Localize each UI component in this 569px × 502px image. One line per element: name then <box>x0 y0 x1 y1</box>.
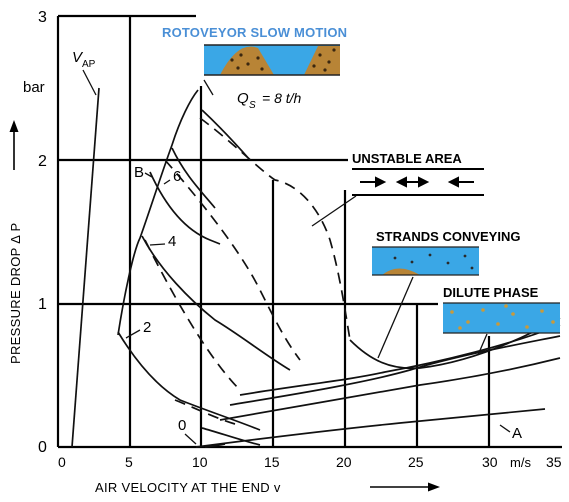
curve-6-high <box>239 324 561 396</box>
x-tick-0: 0 <box>58 454 66 470</box>
curve-b-segment <box>149 171 221 245</box>
rotoveyor-material-2 <box>304 46 340 75</box>
curve-0-label: 0 <box>178 417 186 434</box>
x-tick-5: 5 <box>125 454 133 470</box>
strands-title: STRANDS CONVEYING <box>376 229 520 244</box>
curve-2-low <box>117 331 261 431</box>
x-axis-arrow <box>370 482 440 492</box>
x-axis-title: AIR VELOCITY AT THE END v <box>95 480 281 495</box>
x-tick-25: 25 <box>408 454 424 470</box>
curve-6-label: 6 <box>173 168 181 185</box>
x-tick-20: 20 <box>336 454 352 470</box>
vap-label: V <box>72 49 84 66</box>
curve-4-high <box>229 335 561 406</box>
y-tick-3: 3 <box>38 9 47 26</box>
curve-a-label: A <box>512 425 522 442</box>
curve-0-branch <box>201 427 261 446</box>
curves <box>71 87 561 448</box>
qs-label: Q <box>237 90 249 107</box>
dashed-curves <box>144 117 351 425</box>
curve-0 <box>204 443 226 448</box>
unstable-callout: UNSTABLE AREA <box>311 151 484 227</box>
x-tick-15: 15 <box>264 454 280 470</box>
x-tick-labels: 0 5 10 15 20 25 30 35 <box>58 454 562 470</box>
qs-value: = 8 t/h <box>262 90 302 106</box>
x-tick-10: 10 <box>192 454 208 470</box>
dash-qs8 <box>199 117 351 341</box>
curve-vap <box>71 87 100 448</box>
y-axis-arrow <box>9 120 19 170</box>
curve-4-low <box>141 235 291 371</box>
dilute-title: DILUTE PHASE <box>443 285 539 300</box>
rotoveyor-callout: ROTOVEYOR SLOW MOTION <box>162 25 347 76</box>
curve-stability-limit <box>117 89 199 336</box>
rotoveyor-title: ROTOVEYOR SLOW MOTION <box>162 25 347 40</box>
x-tick-35: 35 <box>546 454 562 470</box>
curve-8-high <box>349 317 561 370</box>
curve-2-label: 2 <box>143 319 151 336</box>
x-tick-30: 30 <box>482 454 498 470</box>
curve-b-label: B <box>134 164 144 181</box>
curve-6-segment <box>171 147 216 209</box>
y-tick-labels: 0 1 2 3 <box>38 9 47 456</box>
strands-pipe <box>372 247 479 275</box>
dash-6 <box>164 159 301 361</box>
x-unit-label: m/s <box>510 455 531 470</box>
strands-callout: STRANDS CONVEYING <box>372 229 520 359</box>
dash-2 <box>174 399 236 425</box>
dilute-callout: DILUTE PHASE <box>443 285 560 356</box>
dilute-pipe <box>443 303 560 333</box>
curve-2-high <box>219 357 561 421</box>
unstable-title: UNSTABLE AREA <box>352 151 462 166</box>
y-tick-2: 2 <box>38 153 47 170</box>
y-tick-1: 1 <box>38 296 47 313</box>
leader-lines <box>82 69 511 445</box>
strands-material <box>382 268 420 275</box>
curve-a <box>195 408 546 448</box>
y-axis-title: PRESSURE DROP Δ P <box>8 223 23 364</box>
y-tick-0: 0 <box>38 439 47 456</box>
vap-label-sub: AP <box>82 59 96 70</box>
unstable-arrows <box>360 176 474 188</box>
y-unit-label: bar <box>23 79 45 96</box>
grid-lines <box>56 14 562 449</box>
dash-4 <box>144 239 241 391</box>
qs-label-sub: S <box>249 100 256 111</box>
curve-4-label: 4 <box>168 233 176 250</box>
curve-labels: V AP B 6 4 2 0 A Q S = 8 t/h <box>72 49 522 442</box>
rotoveyor-material-1 <box>220 46 274 75</box>
